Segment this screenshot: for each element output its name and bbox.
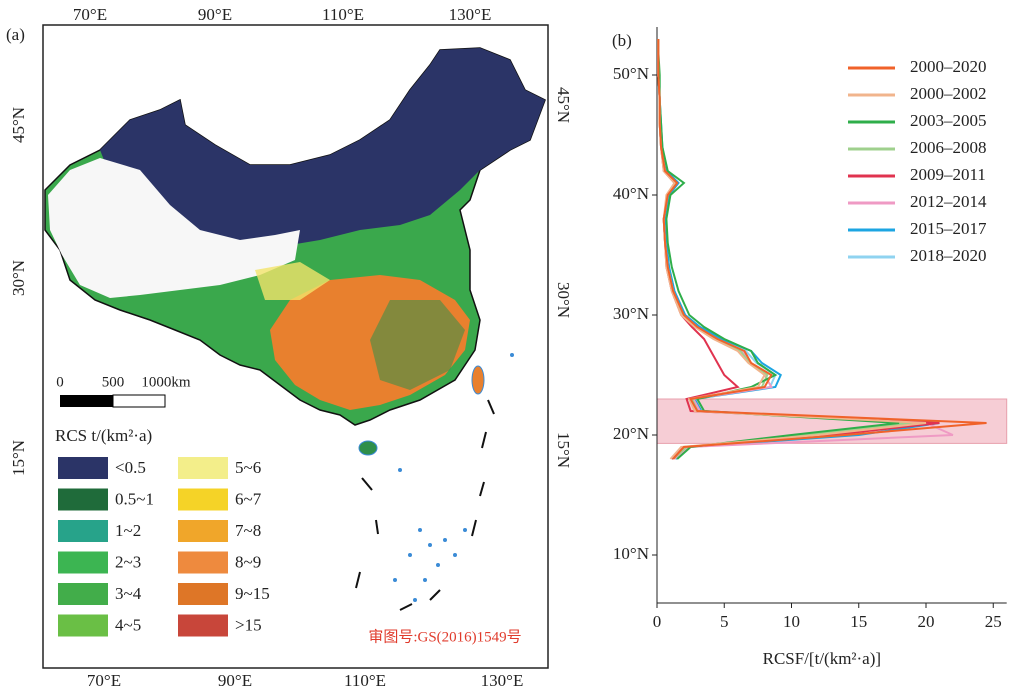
series-line [657, 39, 900, 460]
legend-label: <0.5 [115, 458, 146, 477]
y-tick-label: 40°N [613, 184, 649, 203]
legend-swatch [58, 551, 108, 574]
legend-swatch [58, 457, 108, 479]
legend-swatch [58, 614, 108, 637]
legend-label: 2018–2020 [910, 246, 987, 265]
legend-swatch [58, 583, 108, 605]
x-tick-label: 20 [918, 612, 935, 631]
legend-swatch [178, 457, 228, 479]
legend-label: 4~5 [115, 615, 141, 634]
lon-label: 110°E [344, 671, 386, 690]
legend-label: 3~4 [115, 584, 142, 603]
y-tick-label: 50°N [613, 64, 649, 83]
y-tick-label: 30°N [613, 304, 649, 323]
x-tick-label: 5 [720, 612, 729, 631]
x-tick-label: 25 [985, 612, 1002, 631]
lat-label: 45°N [9, 107, 28, 143]
x-tick-label: 0 [653, 612, 662, 631]
scale-bar-black [60, 395, 113, 407]
north-low-zone [100, 48, 545, 255]
legend-label: 6~7 [235, 489, 262, 508]
taiwan [471, 365, 485, 395]
scale-label: 0 [56, 374, 64, 390]
legend-label: 0.5~1 [115, 489, 154, 508]
arid-zone [48, 158, 300, 298]
x-tick-label: 15 [850, 612, 867, 631]
scale-bar-white [112, 394, 166, 408]
legend-title: RCS t/(km²·a) [55, 426, 152, 445]
legend-label: >15 [235, 615, 262, 634]
scale-label: 1000km [141, 374, 191, 390]
panel-label: (a) [6, 25, 25, 44]
lon-label: 90°E [198, 5, 232, 24]
y-tick-label: 20°N [613, 424, 649, 443]
map-panel: (a) 70°E 90°E 110°E 130°E 70°E 90°E 110°E 130°E 4… [6, 5, 573, 690]
lon-label: 130°E [481, 671, 524, 690]
chart-panel: (b) 10°N 20°N 30°N 40°N 50°N 0 5 10 15 20 25 RCSF/[t… [612, 27, 1008, 668]
legend-swatch [58, 520, 108, 542]
x-tick-label: 10 [783, 612, 800, 631]
legend-swatch [178, 520, 228, 542]
lat-label: 30°N [9, 260, 28, 296]
nine-dash-line [355, 399, 495, 611]
series-line [657, 39, 987, 460]
lat-label: 15°N [9, 440, 28, 476]
lon-label: 70°E [87, 671, 121, 690]
legend-label: 2~3 [115, 552, 141, 571]
legend-swatch [178, 488, 228, 511]
legend-swatch [178, 614, 228, 637]
legend-swatch [58, 488, 108, 511]
series-line [657, 39, 940, 460]
south-mixed-zone [370, 300, 465, 390]
legend-label: 2009–2011 [910, 165, 986, 184]
legend-label: 2000–2020 [910, 57, 987, 76]
lat-label: 15°N [554, 432, 573, 468]
legend-label: 1~2 [115, 521, 141, 540]
legend-swatch [178, 583, 228, 605]
legend-label: 2003–2005 [910, 111, 987, 130]
lon-label: 70°E [73, 5, 107, 24]
y-tick-label: 10°N [613, 544, 649, 563]
legend-label: 7~8 [235, 521, 261, 540]
scale-label: 500 [102, 374, 125, 390]
legend-label: 8~9 [235, 552, 261, 571]
legend-label: 2012–2014 [910, 192, 987, 211]
hainan [358, 440, 378, 456]
yellow-zone [255, 262, 330, 300]
lon-label: 130°E [449, 5, 492, 24]
map-note: 审图号:GS(2016)1549号 [368, 628, 521, 645]
islands [393, 353, 514, 602]
x-axis-title: RCSF/[t/(km²·a)] [763, 649, 881, 668]
legend-swatch [178, 551, 228, 574]
lon-label: 110°E [322, 5, 364, 24]
legend-label: 2006–2008 [910, 138, 987, 157]
lat-label: 30°N [554, 282, 573, 318]
legend-label: 2000–2002 [910, 84, 987, 103]
lat-label: 45°N [554, 87, 573, 123]
legend-label: 2015–2017 [910, 219, 987, 238]
legend-label: 9~15 [235, 584, 270, 603]
legend-label: 5~6 [235, 458, 261, 477]
panel-label: (b) [612, 31, 632, 50]
lon-label: 90°E [218, 671, 252, 690]
